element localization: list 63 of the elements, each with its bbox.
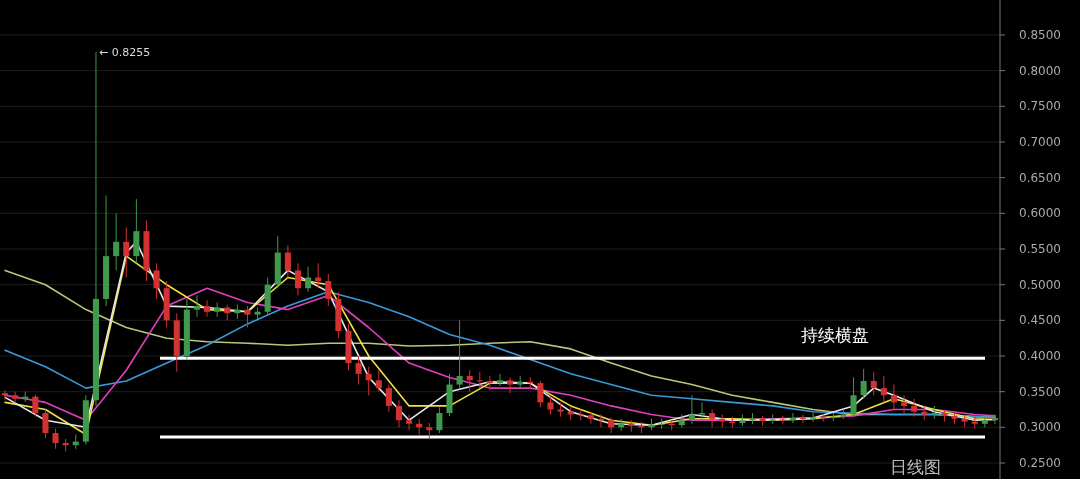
candlestick [244,305,251,328]
candlestick [496,373,504,387]
candlestick [113,212,120,271]
y-tick-label: 0.3000 [1019,420,1061,435]
y-tick-label: 0.6500 [1019,170,1061,185]
candlestick [305,266,312,293]
candlestick [204,299,211,318]
candlestick [42,409,49,439]
candlestick [800,414,807,424]
candlestick [284,244,291,279]
annotation: 日线图 [889,457,941,477]
candlestick [557,401,564,418]
y-tick-label: 0.4500 [1019,313,1061,328]
candlestick [466,369,473,393]
candlestick [294,262,302,296]
candlestick [153,262,160,300]
candlestick [587,411,594,425]
candlestick [698,401,706,421]
candlestick [385,384,392,413]
candlestick [355,355,362,386]
candlestick [880,375,887,403]
candlestick [325,273,332,307]
candlestick [52,428,59,450]
candlestick [32,394,39,418]
y-tick-label: 0.7500 [1019,99,1061,114]
candlestick [870,371,877,396]
candlestick [890,384,897,411]
candlestick [628,419,635,433]
y-tick-label: 0.6000 [1019,206,1061,221]
candlestick [395,399,403,428]
candlestick [365,366,372,396]
candlestick [709,409,716,428]
candlestick [193,294,200,318]
candlestick [375,369,382,393]
candlestick [658,418,665,430]
candlestick [911,398,918,418]
annotation: ← 0.8255 [98,46,151,60]
candlestick [486,375,493,391]
y-tick-label: 0.7000 [1019,134,1061,149]
candlestick [2,389,9,401]
candlestick [789,412,796,424]
y-tick-label: 0.5500 [1019,241,1061,256]
candlestick [810,412,817,423]
candlestick [507,376,514,394]
candlestick [991,414,998,425]
candlestick [608,416,615,434]
candlestick [406,414,413,431]
candlestick [850,376,857,418]
candlestick [547,394,554,416]
y-tick-label: 0.8500 [1019,27,1061,42]
candlestick [537,380,544,408]
y-tick-label: 0.3500 [1019,384,1061,399]
ref-line-label: 持续横盘 [801,325,869,346]
candlestick [436,406,443,434]
candlestick [456,319,463,389]
candlestick [901,394,908,414]
candlestick [860,368,867,400]
y-tick-label: 0.8000 [1019,63,1061,78]
candlestick [123,227,130,279]
y-tick-label: 0.2500 [1019,456,1061,471]
y-tick-label: 0.4000 [1019,349,1061,363]
y-tick-label: 0.5000 [1019,277,1061,292]
candlestick [476,371,483,389]
